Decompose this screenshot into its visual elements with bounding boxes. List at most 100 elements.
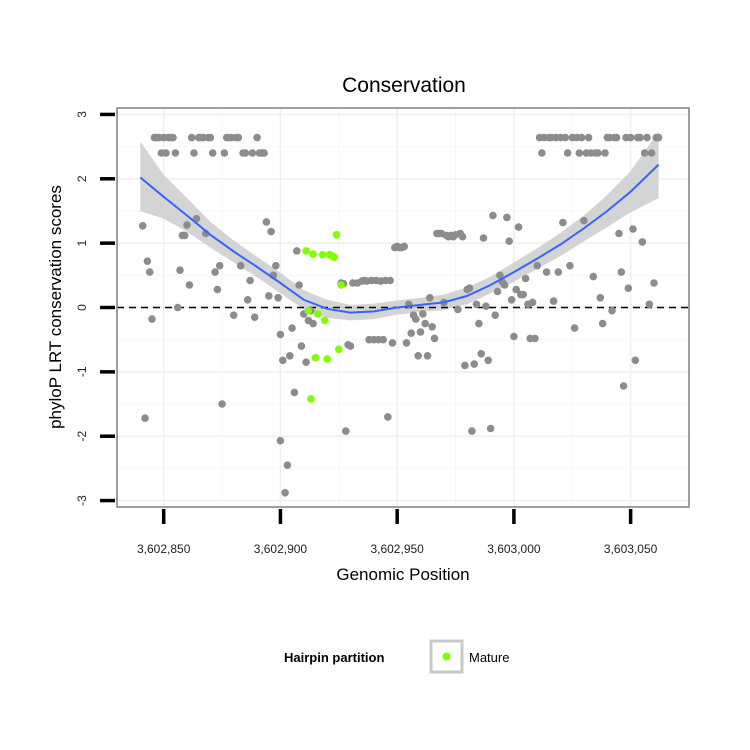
mature-data-point xyxy=(321,316,329,325)
data-point xyxy=(475,319,483,328)
data-point xyxy=(561,133,570,142)
data-point xyxy=(302,358,310,367)
data-point xyxy=(638,238,647,246)
data-point xyxy=(213,285,222,294)
data-point xyxy=(148,315,156,323)
mature-data-point xyxy=(314,310,322,318)
data-point xyxy=(491,311,500,320)
x-tick-label: 3,602,900 xyxy=(254,542,308,556)
smooth-fit-line xyxy=(139,163,660,314)
plot-panel-border xyxy=(116,107,690,508)
data-point xyxy=(465,284,474,293)
data-point xyxy=(430,334,439,343)
data-point xyxy=(297,342,306,350)
legend: Hairpin partition Mature xyxy=(284,639,509,674)
data-point xyxy=(647,149,656,157)
data-point xyxy=(187,133,196,142)
data-point xyxy=(290,388,299,397)
data-point xyxy=(470,360,479,368)
data-point xyxy=(629,225,637,233)
data-point xyxy=(619,382,628,390)
data-point xyxy=(566,261,574,270)
mature-data-point xyxy=(307,395,315,403)
y-axis-title: phyloP LRT conservation scores xyxy=(46,185,65,429)
data-point xyxy=(636,133,644,142)
data-point xyxy=(414,352,423,360)
data-point xyxy=(643,133,651,142)
data-point xyxy=(533,261,541,270)
y-tick-label: 2 xyxy=(75,175,89,182)
data-point xyxy=(542,268,551,276)
data-point xyxy=(215,261,224,270)
data-point xyxy=(624,284,633,293)
data-point xyxy=(379,335,388,344)
data-point xyxy=(489,211,497,220)
data-point xyxy=(631,356,640,365)
data-point xyxy=(185,281,194,289)
mature-data-point xyxy=(335,345,343,354)
data-point xyxy=(295,281,303,289)
data-point xyxy=(412,315,420,323)
data-point xyxy=(145,268,154,276)
data-point xyxy=(274,294,282,302)
data-point xyxy=(608,306,616,315)
data-point xyxy=(286,352,294,360)
data-point xyxy=(162,149,170,157)
data-point xyxy=(584,133,593,142)
data-point xyxy=(416,328,425,336)
smooth-line-layer xyxy=(139,163,660,314)
data-point xyxy=(559,218,567,227)
data-point xyxy=(400,242,409,251)
data-point xyxy=(507,296,516,304)
data-point xyxy=(531,334,539,343)
data-point xyxy=(171,149,180,157)
data-point xyxy=(190,149,198,157)
data-point xyxy=(283,461,292,470)
data-point xyxy=(169,133,177,142)
data-point xyxy=(554,268,563,276)
mature-data-point xyxy=(304,306,313,315)
data-point xyxy=(272,261,280,270)
data-point xyxy=(514,223,523,231)
data-point xyxy=(575,149,584,157)
mature-data-point xyxy=(318,250,327,259)
data-point xyxy=(654,133,663,142)
data-point xyxy=(211,268,219,276)
data-point xyxy=(493,287,502,296)
data-point xyxy=(407,329,416,338)
data-point xyxy=(346,342,355,350)
data-point xyxy=(496,271,504,280)
data-point xyxy=(241,149,250,157)
y-tick-label: -3 xyxy=(75,495,89,506)
data-point xyxy=(288,324,296,332)
x-axis-title: Genomic Position xyxy=(336,565,469,584)
data-point xyxy=(143,257,152,266)
data-point xyxy=(279,356,287,365)
data-point xyxy=(421,319,430,328)
data-point xyxy=(505,237,513,245)
data-point xyxy=(281,489,289,497)
data-point xyxy=(479,234,488,242)
data-point xyxy=(250,313,259,322)
data-point xyxy=(640,149,649,157)
mature-data-point xyxy=(309,250,317,258)
legend-label-mature: Mature xyxy=(469,650,509,665)
data-point xyxy=(183,221,191,229)
data-point xyxy=(208,149,217,157)
data-point xyxy=(426,294,434,302)
data-point xyxy=(276,436,285,445)
data-point xyxy=(484,356,493,365)
mature-data-point xyxy=(311,353,320,362)
y-axis: -3 -2 -1 0 1 2 3 xyxy=(75,111,115,506)
legend-title: Hairpin partition xyxy=(284,650,384,665)
data-point xyxy=(503,213,511,222)
data-point xyxy=(612,133,621,142)
data-point xyxy=(243,296,252,304)
x-tick-label: 3,602,850 xyxy=(137,542,191,556)
mature-data-point xyxy=(302,247,310,255)
data-point xyxy=(218,400,226,408)
data-point xyxy=(580,216,588,225)
confidence-ribbon xyxy=(140,131,659,321)
confidence-ribbon-layer xyxy=(140,131,659,321)
chart-title: Conservation xyxy=(342,74,466,97)
